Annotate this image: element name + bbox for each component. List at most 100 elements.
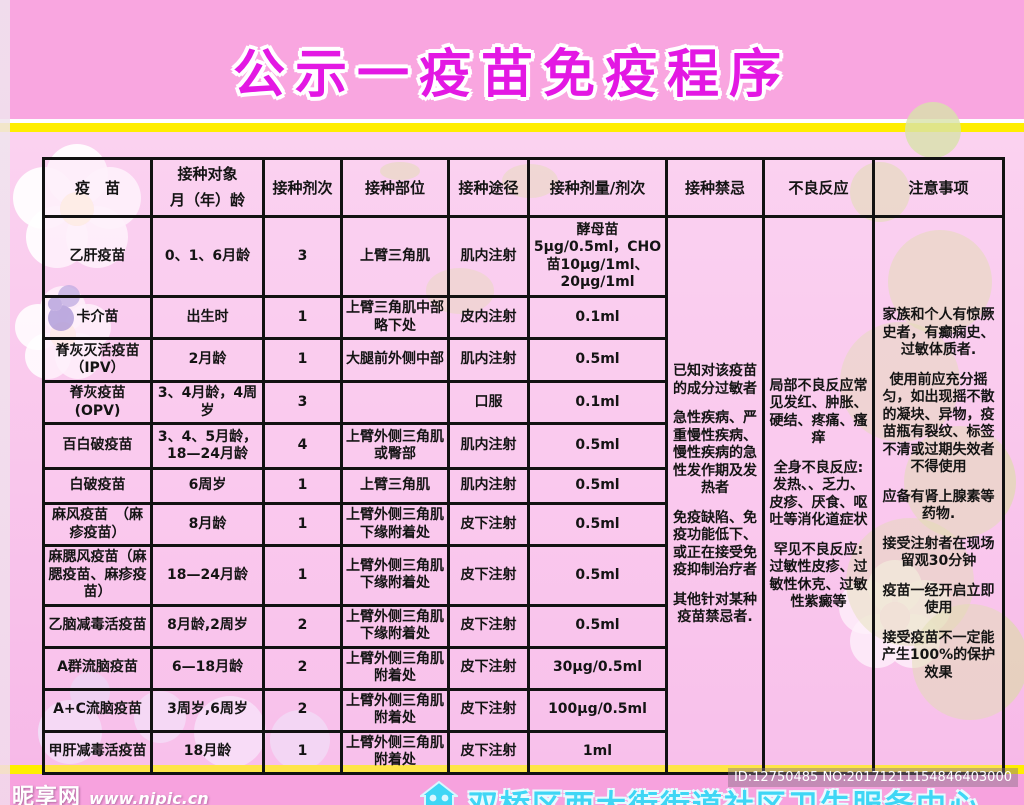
table-row: 脊灰灭活疫苗（IPV） 2月龄 1 大腿前外侧中部 肌内注射 0.5ml — [42, 337, 1004, 383]
header-contraindications: 接种禁忌 — [665, 157, 765, 218]
vaccine-name: 乙肝疫苗 — [42, 215, 153, 298]
vaccine-doses: 1 — [262, 502, 343, 547]
bottom-banner — [0, 774, 1024, 805]
vaccine-doses: 1 — [262, 544, 343, 607]
table-row: 乙脑减毒活疫苗 8月龄,2周岁 2 上臂外侧三角肌下缘附着处 皮下注射 0.5m… — [42, 603, 1004, 649]
vaccine-route: 肌内注射 — [447, 337, 530, 383]
table-row: 甲肝减毒活疫苗 18月龄 1 上臂外侧三角肌附着处 皮下注射 1ml — [42, 729, 1004, 775]
vaccine-dose: 0.5ml — [527, 337, 668, 383]
vaccine-route: 肌内注射 — [447, 215, 530, 298]
header-precautions: 注意事项 — [872, 157, 1005, 218]
header-target-age: 接种对象 月（年）龄 — [150, 157, 265, 218]
header-site: 接种部位 — [340, 157, 450, 218]
image-id-label: ID:12750485 NO:20171211154846403000 — [727, 768, 1018, 787]
watermark-site-url: www.nipic.cn — [89, 789, 209, 805]
vaccine-site: 上臂外侧三角肌下缘附着处 — [340, 544, 450, 607]
adverse-reactions-cell: 局部不良反应常见发红、肿胀、硬结、疼痛、瘙痒 全身不良反应:发热、、乏力、皮疹、… — [762, 215, 875, 775]
table-row: 百白破疫苗 3、4、5月龄，18—24月龄 4 上臂外侧三角肌或臀部 肌内注射 … — [42, 422, 1004, 470]
vaccine-dose: 0.5ml — [527, 544, 668, 607]
header-dose-per: 接种剂量/剂次 — [527, 157, 668, 218]
vaccine-route: 皮下注射 — [447, 502, 530, 547]
vaccine-doses: 1 — [262, 295, 343, 340]
vaccine-name: 麻风疫苗 （麻疹疫苗） — [42, 502, 153, 547]
vaccine-dose: 0.5ml — [527, 422, 668, 470]
vaccine-name: 脊灰疫苗(OPV) — [42, 380, 153, 425]
divider-yellow-top — [0, 123, 1024, 132]
vaccine-name: 卡介苗 — [42, 295, 153, 340]
vaccine-doses: 2 — [262, 645, 343, 691]
vaccine-dose: 0.5ml — [527, 467, 668, 505]
watermark-site-name: 昵享网 — [12, 785, 82, 805]
vaccine-site: 上臂三角肌 — [340, 467, 450, 505]
vaccine-age: 6—18月龄 — [150, 645, 265, 691]
vaccine-age: 6周岁 — [150, 467, 265, 505]
vaccine-name: A群流脑疫苗 — [42, 645, 153, 691]
vaccine-site: 上臂外侧三角肌附着处 — [340, 687, 450, 733]
org-name: 双桥区西大街街道社区卫生服务中心 — [468, 781, 980, 805]
table-row: 麻风疫苗 （麻疹疫苗） 8月龄 1 上臂外侧三角肌下缘附着处 皮下注射 0.5m… — [42, 502, 1004, 547]
vaccine-name: 乙脑减毒活疫苗 — [42, 603, 153, 649]
vaccine-route: 皮下注射 — [447, 729, 530, 775]
vaccine-doses: 3 — [262, 215, 343, 298]
table-row: 卡介苗 出生时 1 上臂三角肌中部略下处 皮内注射 0.1ml — [42, 295, 1004, 340]
poster-title: 公示一疫苗免疫程序 — [232, 45, 791, 105]
vaccine-site: 上臂外侧三角肌下缘附着处 — [340, 502, 450, 547]
divider-white-top — [0, 119, 1024, 123]
precautions-cell: 家族和个人有惊厥史者，有癫痫史、过敏体质者. 使用前应充分摇匀，如出现摇不散的凝… — [872, 215, 1005, 775]
vaccine-age: 2月龄 — [150, 337, 265, 383]
vaccine-site: 上臂外侧三角肌附着处 — [340, 645, 450, 691]
vaccine-dose: 0.5ml — [527, 603, 668, 649]
vaccine-doses: 1 — [262, 337, 343, 383]
vaccine-dose: 酵母苗5μg/0.5ml，CHO苗10μg/1ml、20μg/1ml — [527, 215, 668, 298]
vaccine-site: 上臂外侧三角肌下缘附着处 — [340, 603, 450, 649]
header-route: 接种途径 — [447, 157, 530, 218]
vaccine-age: 0、1、6月龄 — [150, 215, 265, 298]
vaccine-doses: 4 — [262, 422, 343, 470]
vaccine-name: A+C流脑疫苗 — [42, 687, 153, 733]
table-row: 脊灰疫苗(OPV) 3、4月龄，4周岁 3 口服 0.1ml — [42, 380, 1004, 425]
vaccine-site: 上臂三角肌 — [340, 215, 450, 298]
vaccine-route: 皮下注射 — [447, 687, 530, 733]
vaccine-doses: 2 — [262, 687, 343, 733]
header-adverse: 不良反应 — [762, 157, 875, 218]
health-center-logo-icon — [420, 781, 458, 805]
table-row: A群流脑疫苗 6—18月龄 2 上臂外侧三角肌附着处 皮下注射 30μg/0.5… — [42, 645, 1004, 691]
vaccine-dose: 0.1ml — [527, 295, 668, 340]
health-center-signature: 双桥区西大街街道社区卫生服务中心 — [420, 781, 980, 805]
vaccine-name: 百白破疫苗 — [42, 422, 153, 470]
header-doses: 接种剂次 — [262, 157, 343, 218]
vaccine-age: 8月龄 — [150, 502, 265, 547]
vaccine-age: 出生时 — [150, 295, 265, 340]
vaccine-route: 肌内注射 — [447, 422, 530, 470]
vaccine-site — [340, 380, 450, 425]
vaccine-age: 18—24月龄 — [150, 544, 265, 607]
vaccine-age: 3、4、5月龄，18—24月龄 — [150, 422, 265, 470]
table-row: 乙肝疫苗 0、1、6月龄 3 上臂三角肌 肌内注射 酵母苗5μg/0.5ml，C… — [42, 215, 1005, 775]
vaccine-site: 上臂外侧三角肌或臀部 — [340, 422, 450, 470]
contraindications-cell: 已知对该疫苗的成分过敏者 急性疾病、严重慢性疾病、慢性疾病的急性发作期及发热者 … — [665, 215, 765, 775]
vaccine-route: 口服 — [447, 380, 530, 425]
vaccine-doses: 3 — [262, 380, 343, 425]
vaccine-route: 皮下注射 — [447, 603, 530, 649]
vaccine-name: 脊灰灭活疫苗（IPV） — [42, 337, 153, 383]
vaccine-site: 大腿前外侧中部 — [340, 337, 450, 383]
vaccine-site: 上臂外侧三角肌附着处 — [340, 729, 450, 775]
vaccine-age: 3、4月龄，4周岁 — [150, 380, 265, 425]
vaccine-doses: 1 — [262, 467, 343, 505]
page-left-edge — [0, 0, 10, 805]
vaccine-route: 皮下注射 — [447, 645, 530, 691]
vaccine-dose: 30μg/0.5ml — [527, 645, 668, 691]
vaccine-doses: 1 — [262, 729, 343, 775]
table-row: 麻腮风疫苗（麻腮疫苗、麻疹疫苗） 18—24月龄 1 上臂外侧三角肌下缘附着处 … — [42, 544, 1004, 607]
table-header-row: 疫 苗 接种对象 月（年）龄 接种剂次 接种部位 接种途径 接种剂量/剂次 接种… — [42, 157, 1005, 218]
top-banner — [0, 0, 1024, 119]
vaccine-doses: 2 — [262, 603, 343, 649]
vaccine-route: 皮内注射 — [447, 295, 530, 340]
header-vaccine: 疫 苗 — [42, 157, 153, 218]
vaccine-dose: 0.1ml — [527, 380, 668, 425]
table-row: 白破疫苗 6周岁 1 上臂三角肌 肌内注射 0.5ml — [42, 467, 1004, 505]
vaccine-dose: 0.5ml — [527, 502, 668, 547]
vaccine-name: 麻腮风疫苗（麻腮疫苗、麻疹疫苗） — [42, 544, 153, 607]
vaccine-route: 皮下注射 — [447, 544, 530, 607]
